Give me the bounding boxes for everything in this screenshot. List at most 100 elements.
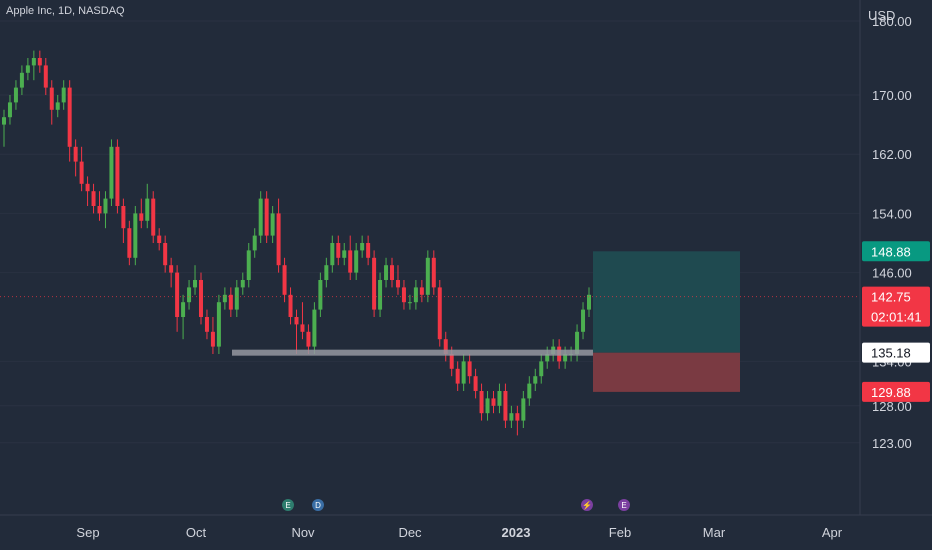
candle-body xyxy=(545,354,550,362)
candle-body xyxy=(157,235,162,243)
candle-body xyxy=(127,228,132,258)
candle-body xyxy=(55,102,60,110)
candle-body xyxy=(91,191,96,206)
event-marker-label: D xyxy=(315,501,321,510)
event-marker[interactable] xyxy=(282,499,294,511)
candle-body xyxy=(390,265,395,280)
candle-body xyxy=(527,383,532,399)
candle-body xyxy=(491,398,496,406)
candle-body xyxy=(503,391,508,421)
candle-body xyxy=(533,376,538,384)
candle-body xyxy=(461,361,466,384)
price-tick-label: 128.00 xyxy=(872,399,912,414)
candle-body xyxy=(473,376,478,391)
candle-body xyxy=(181,302,186,317)
candle-body xyxy=(282,265,287,295)
event-marker[interactable] xyxy=(618,499,630,511)
candle-body xyxy=(384,265,389,280)
candle-body xyxy=(67,87,72,147)
candle-body xyxy=(163,243,168,266)
current-price-tag-value: 142.75 xyxy=(871,290,911,305)
candle-body xyxy=(115,146,120,206)
target-price-tag-value: 148.88 xyxy=(871,244,911,259)
candle-body xyxy=(85,183,90,192)
stop-price-tag xyxy=(862,381,930,402)
position-zones[interactable] xyxy=(593,251,740,392)
price-tags: 148.88 142.75 02:01:41 135.18 129.88 xyxy=(862,241,930,402)
event-marker-label: E xyxy=(285,501,290,510)
candle-body xyxy=(7,102,12,118)
candle-body xyxy=(407,302,412,304)
candle-body xyxy=(258,198,263,236)
candle-body xyxy=(431,257,436,288)
support-line[interactable] xyxy=(232,349,593,356)
candle-body xyxy=(151,198,156,236)
time-tick-label: Mar xyxy=(703,525,726,540)
candle-body xyxy=(449,354,454,369)
target-zone[interactable] xyxy=(593,251,740,353)
candle-body xyxy=(139,213,144,221)
candle-body xyxy=(539,361,544,377)
time-axis[interactable]: Sep Oct Nov Dec 2023 Feb Mar Apr xyxy=(76,525,842,540)
candle-body xyxy=(222,294,227,303)
candle-body xyxy=(145,198,150,221)
candle-body xyxy=(246,250,251,280)
candle-body xyxy=(204,317,209,332)
stop-loss-zone[interactable] xyxy=(593,352,740,392)
candle-body xyxy=(312,309,317,347)
event-marker[interactable] xyxy=(312,499,324,511)
candle-body xyxy=(324,265,329,280)
candle-body xyxy=(419,287,424,295)
candle-body xyxy=(443,339,448,354)
chart-title: Apple Inc, 1D, NASDAQ xyxy=(6,5,125,17)
candle-body xyxy=(228,294,233,310)
candle-body xyxy=(318,280,323,310)
candle-body xyxy=(133,213,138,258)
candle-body xyxy=(563,354,568,362)
candle-body xyxy=(97,206,102,214)
candle-body xyxy=(401,287,406,303)
candle-body xyxy=(425,257,430,295)
event-marker-label: ⚡ xyxy=(582,500,592,510)
candle-body xyxy=(61,87,66,103)
candle-body xyxy=(13,87,18,103)
time-tick-label: Nov xyxy=(291,525,315,540)
candle-body xyxy=(175,272,180,317)
candle-body xyxy=(372,257,377,310)
candle-body xyxy=(2,117,6,125)
candle-body xyxy=(479,391,484,414)
price-tick-label: 123.00 xyxy=(872,436,912,451)
time-tick-label: Apr xyxy=(822,525,843,540)
candle-body xyxy=(336,243,341,258)
candle-body xyxy=(521,398,526,421)
candle-body xyxy=(575,331,580,354)
candle-body xyxy=(73,146,78,162)
support-level-bar[interactable] xyxy=(232,349,593,356)
candle-body xyxy=(252,235,257,251)
candle-body xyxy=(587,294,591,310)
entry-price-tag xyxy=(862,342,930,363)
candle-body xyxy=(270,213,275,236)
event-markers[interactable]: E D ⚡ E xyxy=(282,499,630,511)
candle-body xyxy=(234,287,239,310)
price-tick-label: 146.00 xyxy=(872,266,912,281)
price-tick-label: 154.00 xyxy=(872,206,912,221)
candle-body xyxy=(509,413,514,421)
candle-body xyxy=(288,294,293,317)
candle-body xyxy=(79,161,84,184)
candle-body xyxy=(43,65,48,88)
candle-body xyxy=(198,280,203,317)
candle-body xyxy=(169,265,174,273)
entry-price-tag-value: 135.18 xyxy=(871,346,911,361)
candle-body xyxy=(300,324,305,332)
candle-body xyxy=(306,331,311,347)
stop-price-tag-value: 129.88 xyxy=(871,385,911,400)
target-price-tag xyxy=(862,241,930,262)
event-marker[interactable] xyxy=(581,499,593,511)
time-tick-label: Sep xyxy=(76,525,99,540)
candle-body xyxy=(467,361,472,377)
candle-body xyxy=(187,287,192,303)
price-tick-label: 170.00 xyxy=(872,88,912,103)
candle-body xyxy=(395,280,400,288)
